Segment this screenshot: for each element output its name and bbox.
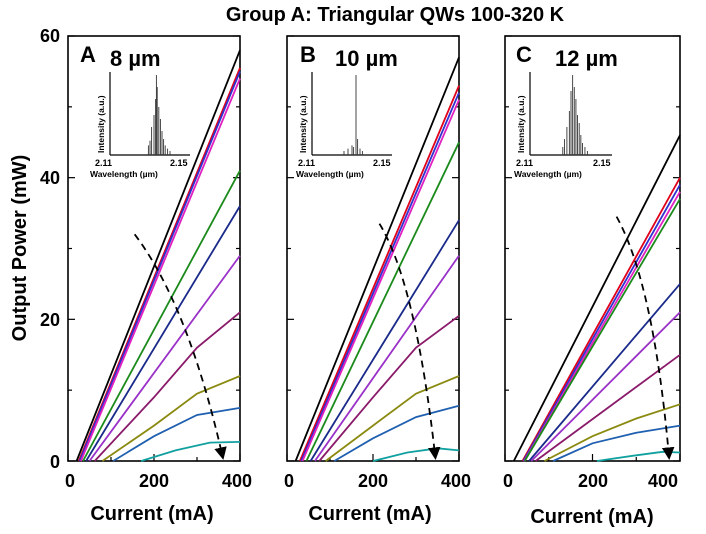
series-line [294, 56, 460, 462]
series-line [300, 92, 460, 462]
inset-b-spectrum [343, 75, 363, 155]
series-line [88, 255, 241, 462]
series-line [318, 315, 460, 462]
panel-a-series [75, 49, 241, 462]
panel-c-x-tick-0: 0 [503, 471, 513, 491]
inset-b-tick-left: 2.11 [298, 158, 315, 168]
panel-a-letter: A [80, 42, 96, 67]
series-line [528, 283, 681, 462]
panel-b-x-tick-400: 400 [441, 471, 471, 491]
panel-c-series [512, 134, 681, 462]
inset-a-xlabel: Wavelength (µm) [90, 169, 158, 179]
panel-a-x-tick-0: 0 [65, 471, 75, 491]
series-line [94, 311, 241, 462]
series-line [333, 404, 460, 462]
panel-b-x-tick-200: 200 [358, 471, 388, 491]
series-line [85, 205, 241, 462]
series-line [309, 219, 460, 462]
series-line [523, 198, 681, 462]
series-line [543, 403, 681, 462]
panel-a-ticks [67, 35, 241, 462]
panel-b-inset: Intensity (a.u.) 2.11 2.15 Wavelength (µ… [296, 72, 392, 179]
y-tick-0: 0 [50, 452, 60, 472]
y-axis-label: Output Power (mW) [9, 155, 31, 342]
inset-a-tick-right: 2.15 [170, 158, 188, 168]
series-line [82, 170, 241, 462]
y-tick-20: 20 [40, 310, 60, 330]
inset-c-tick-left: 2.11 [516, 158, 533, 168]
series-line [530, 311, 681, 462]
series-line [552, 424, 681, 462]
panel-a-x-tick-200: 200 [139, 471, 169, 491]
y-tick-40: 40 [40, 168, 60, 188]
panel-a-x-axis-label: Current (mA) [90, 503, 213, 525]
panel-a-x-tick-400: 400 [222, 471, 252, 491]
panel-c-ticks [504, 35, 681, 462]
series-line [522, 184, 681, 462]
series-line [325, 375, 460, 462]
panel-c-x-tick-400: 400 [648, 471, 678, 491]
panel-a: A 8 µm Intensity (a.u.) 2.11 2.15 Wavele… [65, 35, 252, 525]
series-line [596, 450, 681, 462]
panel-b-size: 10 µm [335, 46, 398, 71]
panel-b-x-tick-0: 0 [284, 471, 294, 491]
series-line [512, 134, 681, 462]
series-line [521, 177, 681, 462]
series-line [372, 447, 460, 462]
series-line [101, 375, 241, 462]
series-line [535, 354, 681, 462]
panel-b-x-axis-label: Current (mA) [308, 503, 431, 525]
panel-b-series [294, 56, 460, 462]
series-line [140, 441, 241, 462]
inset-c-xlabel: Wavelength (µm) [514, 169, 582, 179]
series-line [305, 141, 460, 462]
panel-c: C 12 µm Intensity (a.u.) 2.11 2.15 Wavel… [503, 35, 681, 528]
panel-c-frame [504, 35, 681, 462]
panel-a-size: 8 µm [110, 46, 161, 71]
inset-c-tick-right: 2.15 [593, 158, 611, 168]
inset-a-ylabel: Intensity (a.u.) [96, 95, 106, 153]
series-line [80, 78, 241, 462]
panel-c-letter: C [516, 42, 532, 67]
inset-c-ylabel: Intensity (a.u.) [516, 95, 526, 153]
panel-b: B 10 µm Intensity (a.u.) 2.11 2.15 Wavel… [284, 35, 471, 525]
series-line [112, 407, 241, 462]
inset-b-ylabel: Intensity (a.u.) [298, 95, 308, 153]
series-line [301, 99, 460, 462]
series-line [78, 71, 241, 462]
panel-c-x-axis-label: Current (mA) [530, 506, 653, 528]
panel-a-inset: Intensity (a.u.) 2.11 2.15 Wavelength (µ… [90, 72, 190, 179]
series-line [75, 49, 241, 462]
inset-b-xlabel: Wavelength (µm) [296, 169, 364, 179]
panel-c-x-tick-200: 200 [578, 471, 608, 491]
inset-a-spectrum [147, 75, 171, 155]
panel-c-trend-arrow [615, 216, 675, 460]
panel-c-inset: Intensity (a.u.) 2.11 2.15 Wavelength (µ… [514, 72, 612, 179]
inset-a-tick-left: 2.11 [95, 158, 112, 168]
chart-title: Group A: Triangular QWs 100-320 K [226, 4, 565, 26]
inset-c-spectrum [562, 75, 588, 155]
panel-c-size: 12 µm [555, 46, 618, 71]
series-line [314, 255, 460, 462]
y-tick-60: 60 [40, 26, 60, 46]
panel-b-letter: B [300, 42, 316, 67]
inset-b-tick-right: 2.15 [373, 158, 391, 168]
series-line [299, 85, 460, 462]
